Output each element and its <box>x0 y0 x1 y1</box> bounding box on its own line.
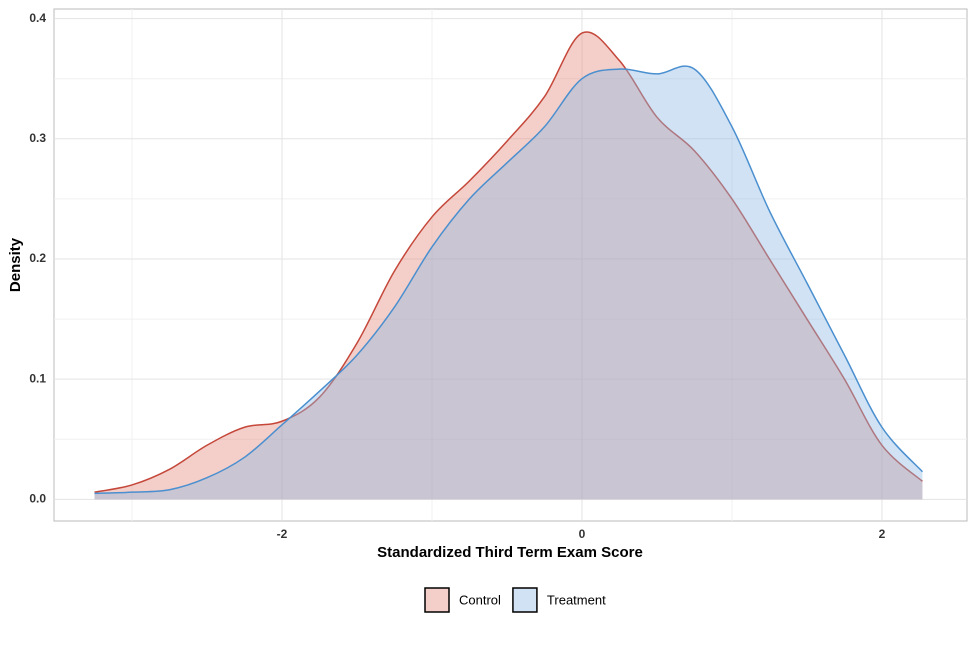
y-axis-label: Density <box>7 237 24 292</box>
legend-swatch <box>424 587 450 613</box>
panel <box>53 8 968 522</box>
y-tick-label: 0.1 <box>29 371 46 385</box>
y-tick-label: 0.0 <box>29 492 46 506</box>
x-axis-label: Standardized Third Term Exam Score <box>377 544 643 561</box>
legend-label: Treatment <box>547 592 606 607</box>
density-line <box>94 31 923 493</box>
y-tick-label: 0.4 <box>29 11 46 25</box>
legend-label: Control <box>459 592 501 607</box>
density-area <box>94 66 923 500</box>
legend-swatch <box>512 587 538 613</box>
areas <box>94 31 924 500</box>
x-tick-label: 2 <box>879 527 886 541</box>
x-tick-label: 0 <box>579 527 586 541</box>
y-tick-label: 0.2 <box>29 251 46 265</box>
y-tick-label: 0.3 <box>29 131 46 145</box>
grid <box>54 9 967 521</box>
density-area <box>94 31 923 500</box>
x-tick-label: -2 <box>277 527 288 541</box>
density-line <box>94 65 924 495</box>
